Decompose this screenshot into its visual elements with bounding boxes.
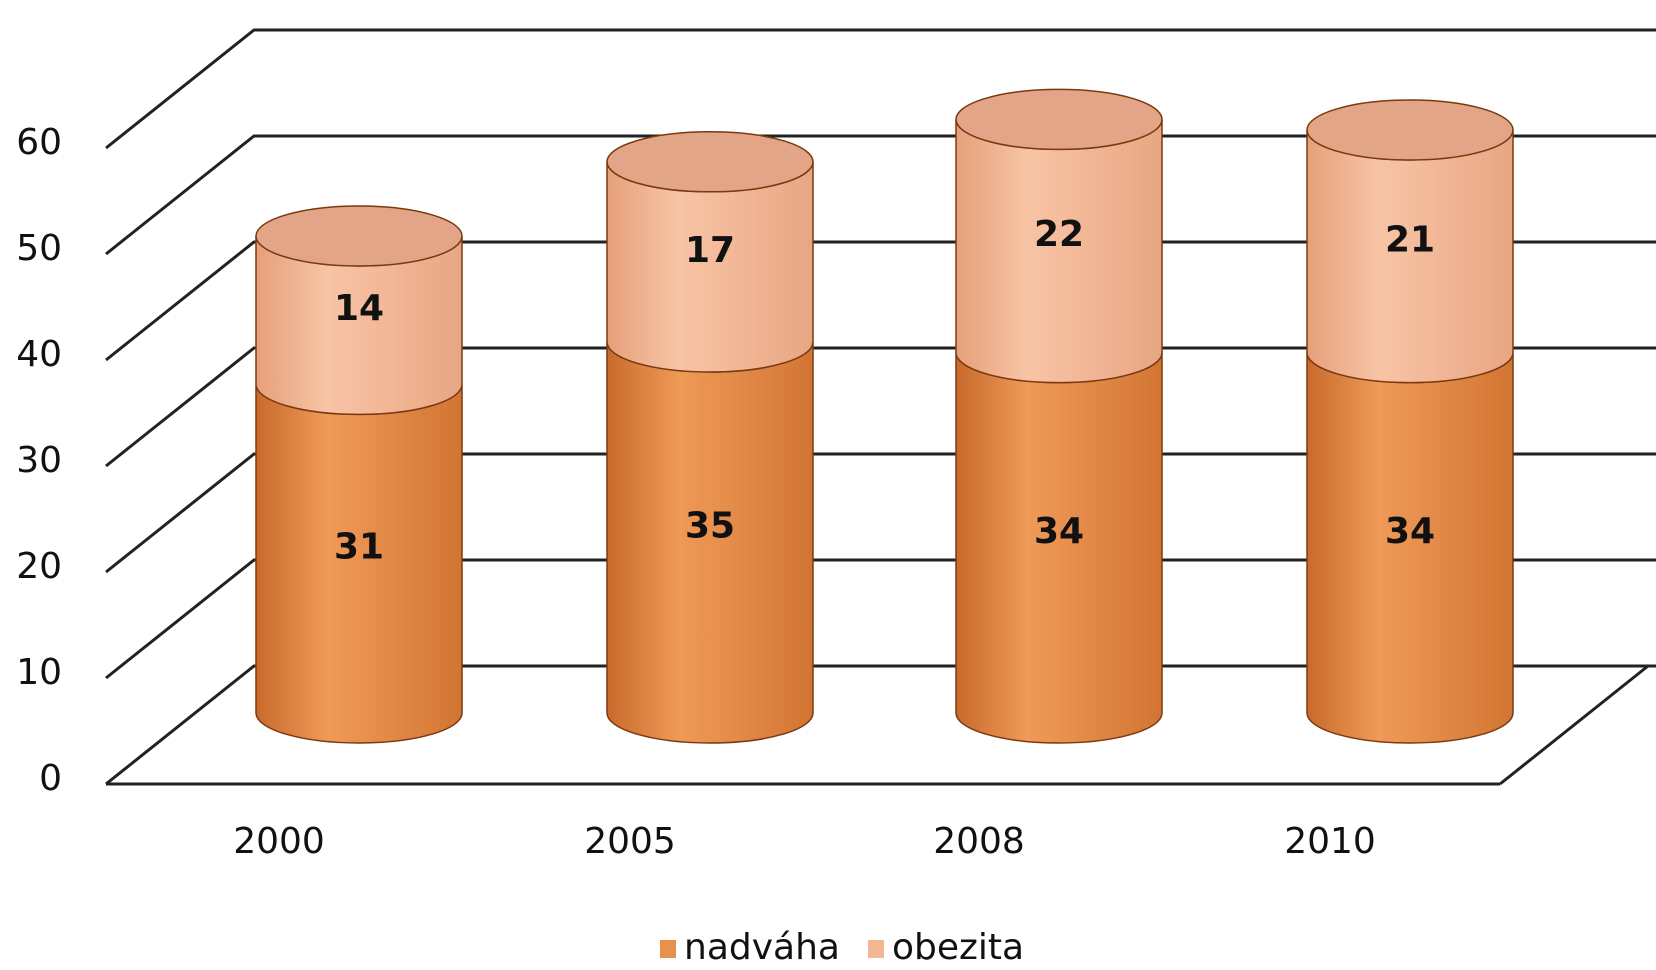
y-tick-label: 10 — [16, 652, 62, 693]
bar-top — [255, 205, 463, 267]
grid-line — [105, 346, 1656, 468]
legend-label: obezita — [892, 927, 1024, 968]
grid-line — [105, 28, 1656, 150]
grid-line — [105, 664, 1656, 786]
value-label: 17 — [685, 230, 735, 271]
value-label: 22 — [1034, 214, 1084, 255]
legend-label: nadváha — [684, 927, 840, 968]
value-label: 14 — [334, 288, 384, 329]
y-tick-label: 50 — [16, 228, 62, 269]
value-label: 31 — [334, 527, 384, 568]
x-tick-label: 2008 — [933, 821, 1025, 862]
y-tick-label: 40 — [16, 334, 62, 375]
value-label: 21 — [1385, 219, 1435, 260]
x-tick-label: 2005 — [584, 821, 676, 862]
grid-line — [105, 134, 1656, 256]
value-label: 35 — [685, 506, 735, 547]
y-tick-label: 60 — [16, 122, 62, 163]
bar-top — [1306, 99, 1514, 161]
legend-swatch — [867, 940, 884, 958]
floor-edge — [1499, 664, 1649, 786]
x-tick-label: 2010 — [1284, 821, 1376, 862]
legend-swatch — [660, 940, 676, 958]
value-label: 34 — [1034, 511, 1084, 552]
grid-line — [105, 452, 1656, 574]
grid-line — [105, 558, 1656, 680]
bar-top — [606, 131, 814, 193]
y-tick-label: 0 — [39, 758, 62, 799]
bar-top — [955, 88, 1163, 151]
x-tick-label: 2000 — [233, 821, 325, 862]
value-label: 34 — [1385, 511, 1435, 552]
y-tick-label: 20 — [16, 546, 62, 587]
y-tick-label: 30 — [16, 440, 62, 481]
grid-line — [105, 240, 1656, 362]
